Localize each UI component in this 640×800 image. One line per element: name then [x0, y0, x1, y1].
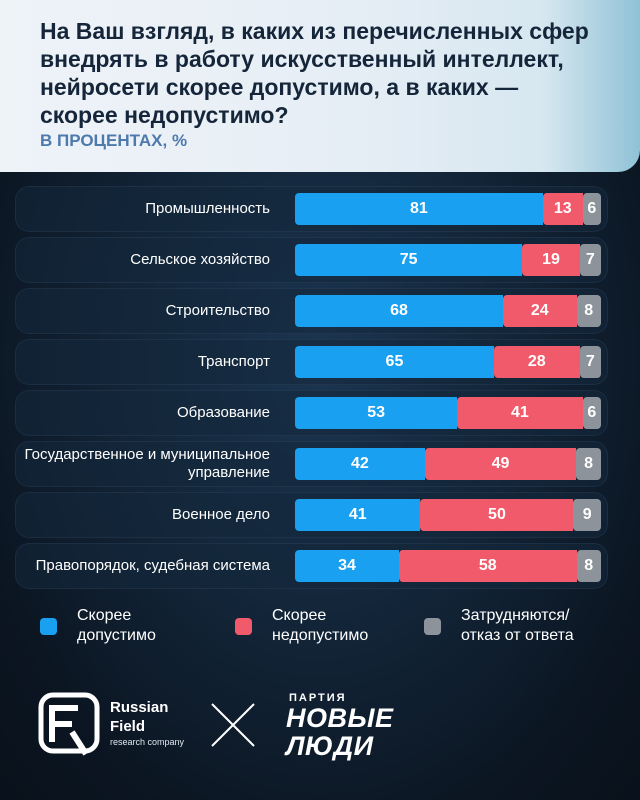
chart-row: Правопорядок, судебная система 34 58 8: [15, 543, 608, 589]
data-label: 6: [587, 404, 597, 421]
rf-name-line2: Field: [110, 718, 146, 735]
chart-row: Транспорт 65 28 7: [15, 339, 608, 385]
chart-row: Государственное и муниципальное управлен…: [15, 441, 608, 487]
chart-row: Строительство 68 24 8: [15, 288, 608, 334]
data-label: 19: [542, 251, 560, 268]
category-label: Правопорядок, судебная система: [35, 557, 270, 574]
data-label: 65: [385, 353, 404, 370]
data-label: 8: [584, 302, 594, 319]
bar-segment-undecided: 8: [576, 448, 601, 480]
bar-segment-acceptable: 34: [295, 550, 400, 582]
bar-segment-undecided: 9: [573, 499, 601, 531]
bar-segment-acceptable: 81: [295, 193, 543, 225]
data-label: 58: [478, 557, 497, 574]
bar-track: 41 50 9: [295, 499, 601, 531]
bar-track: 53 41 6: [295, 397, 601, 429]
data-label: 7: [585, 353, 595, 370]
bar-segment-undecided: 7: [579, 346, 601, 378]
party-name-line2: ЛЮДИ: [286, 731, 374, 761]
data-label: 34: [338, 557, 356, 574]
bar-segment-unacceptable: 19: [522, 244, 580, 276]
rf-name-line1: Russian: [110, 699, 169, 716]
bar-track: 34 58 8: [295, 550, 601, 582]
data-label: 6: [587, 200, 597, 217]
bar-segment-unacceptable: 28: [493, 346, 580, 378]
bar-segment-undecided: 6: [582, 193, 601, 225]
question-title: На Ваш взгляд, в каких из перечисленных …: [40, 18, 589, 128]
cross-icon: [211, 703, 255, 747]
legend-swatch-na: [424, 618, 441, 635]
bar-segment-acceptable: 53: [295, 397, 458, 429]
chart-row: Образование 53 41 6: [15, 390, 608, 436]
bar-segment-undecided: 6: [582, 397, 601, 429]
data-label: 8: [584, 455, 594, 472]
bar-segment-undecided: 8: [576, 550, 601, 582]
chart-row: Промышленность 81 13 6: [15, 186, 608, 232]
data-label: 28: [527, 353, 546, 370]
category-label: Военное дело: [172, 506, 270, 523]
data-label: 8: [584, 557, 594, 574]
bar-segment-acceptable: 65: [295, 346, 494, 378]
category-label: Транспорт: [197, 353, 270, 370]
category-label: Образование: [177, 404, 270, 421]
bar-segment-undecided: 8: [576, 295, 601, 327]
party-logo: ПАРТИЯ НОВЫЕ ЛЮДИ: [286, 692, 394, 760]
data-label: 75: [399, 251, 418, 268]
data-label: 50: [488, 506, 506, 523]
bar-track: 68 24 8: [295, 295, 601, 327]
russian-field-logo-icon: [38, 692, 100, 756]
data-label: 9: [582, 506, 592, 523]
category-label: Государственное и муниципальное управлен…: [24, 446, 271, 481]
legend-label-na-2: отказ от ответа: [461, 627, 574, 644]
bar-track: 42 49 8: [295, 448, 601, 480]
bar-segment-undecided: 7: [579, 244, 601, 276]
chart-row: Военное дело 41 50 9: [15, 492, 608, 538]
data-label: 41: [511, 404, 529, 421]
data-label: 24: [530, 302, 549, 319]
data-label: 49: [491, 455, 510, 472]
legend-label-no-1: Скорее: [272, 607, 327, 624]
data-label: 41: [348, 506, 367, 523]
bar-track: 65 28 7: [295, 346, 601, 378]
bar-segment-acceptable: 41: [295, 499, 421, 531]
category-label: Промышленность: [145, 200, 270, 217]
legend-swatch-yes: [40, 618, 57, 635]
russian-field-wordmark: Russian Field research company: [110, 698, 184, 748]
data-label: 53: [367, 404, 385, 421]
legend-label-yes-2: допустимо: [77, 627, 156, 644]
legend-item-na: Затрудняются/ отказ от ответа: [424, 606, 574, 646]
bar-track: 81 13 6: [295, 193, 601, 225]
category-label: Сельское хозяйство: [130, 251, 270, 268]
data-label: 42: [351, 455, 369, 472]
legend-swatch-no: [235, 618, 252, 635]
data-label: 7: [585, 251, 595, 268]
bar-segment-unacceptable: 49: [424, 448, 577, 480]
rf-tagline: research company: [110, 737, 185, 747]
bar-segment-acceptable: 75: [295, 244, 523, 276]
bar-segment-acceptable: 68: [295, 295, 504, 327]
bar-segment-unacceptable: 58: [399, 550, 577, 582]
chart-row: Сельское хозяйство 75 19 7: [15, 237, 608, 283]
legend-item-no: Скорее недопустимо: [235, 606, 368, 646]
units-subtitle: В ПРОЦЕНТАХ, %: [40, 131, 188, 150]
legend-item-yes: Скорее допустимо: [40, 606, 156, 646]
bar-segment-unacceptable: 24: [503, 295, 577, 327]
category-label: Строительство: [165, 302, 270, 319]
bar-segment-unacceptable: 41: [457, 397, 583, 429]
bar-track: 75 19 7: [295, 244, 601, 276]
logos-footer: Russian Field research company ПАРТИЯ НО…: [0, 680, 640, 800]
data-label: 81: [410, 200, 428, 217]
legend-label-yes-1: Скорее: [77, 607, 132, 624]
bar-segment-acceptable: 42: [295, 448, 425, 480]
legend-label-na-1: Затрудняются/: [461, 607, 570, 624]
data-label: 13: [553, 200, 572, 217]
bar-segment-unacceptable: 13: [542, 193, 583, 225]
legend-label-no-2: недопустимо: [272, 627, 369, 644]
party-label: ПАРТИЯ: [289, 692, 347, 704]
bar-segment-unacceptable: 50: [420, 499, 574, 531]
party-name-line1: НОВЫЕ: [286, 703, 394, 733]
data-label: 68: [390, 302, 408, 319]
chart-legend: Скорее допустимо Скорее недопустимо Затр…: [40, 606, 620, 666]
header-panel: На Ваш взгляд, в каких из перечисленных …: [0, 0, 640, 172]
